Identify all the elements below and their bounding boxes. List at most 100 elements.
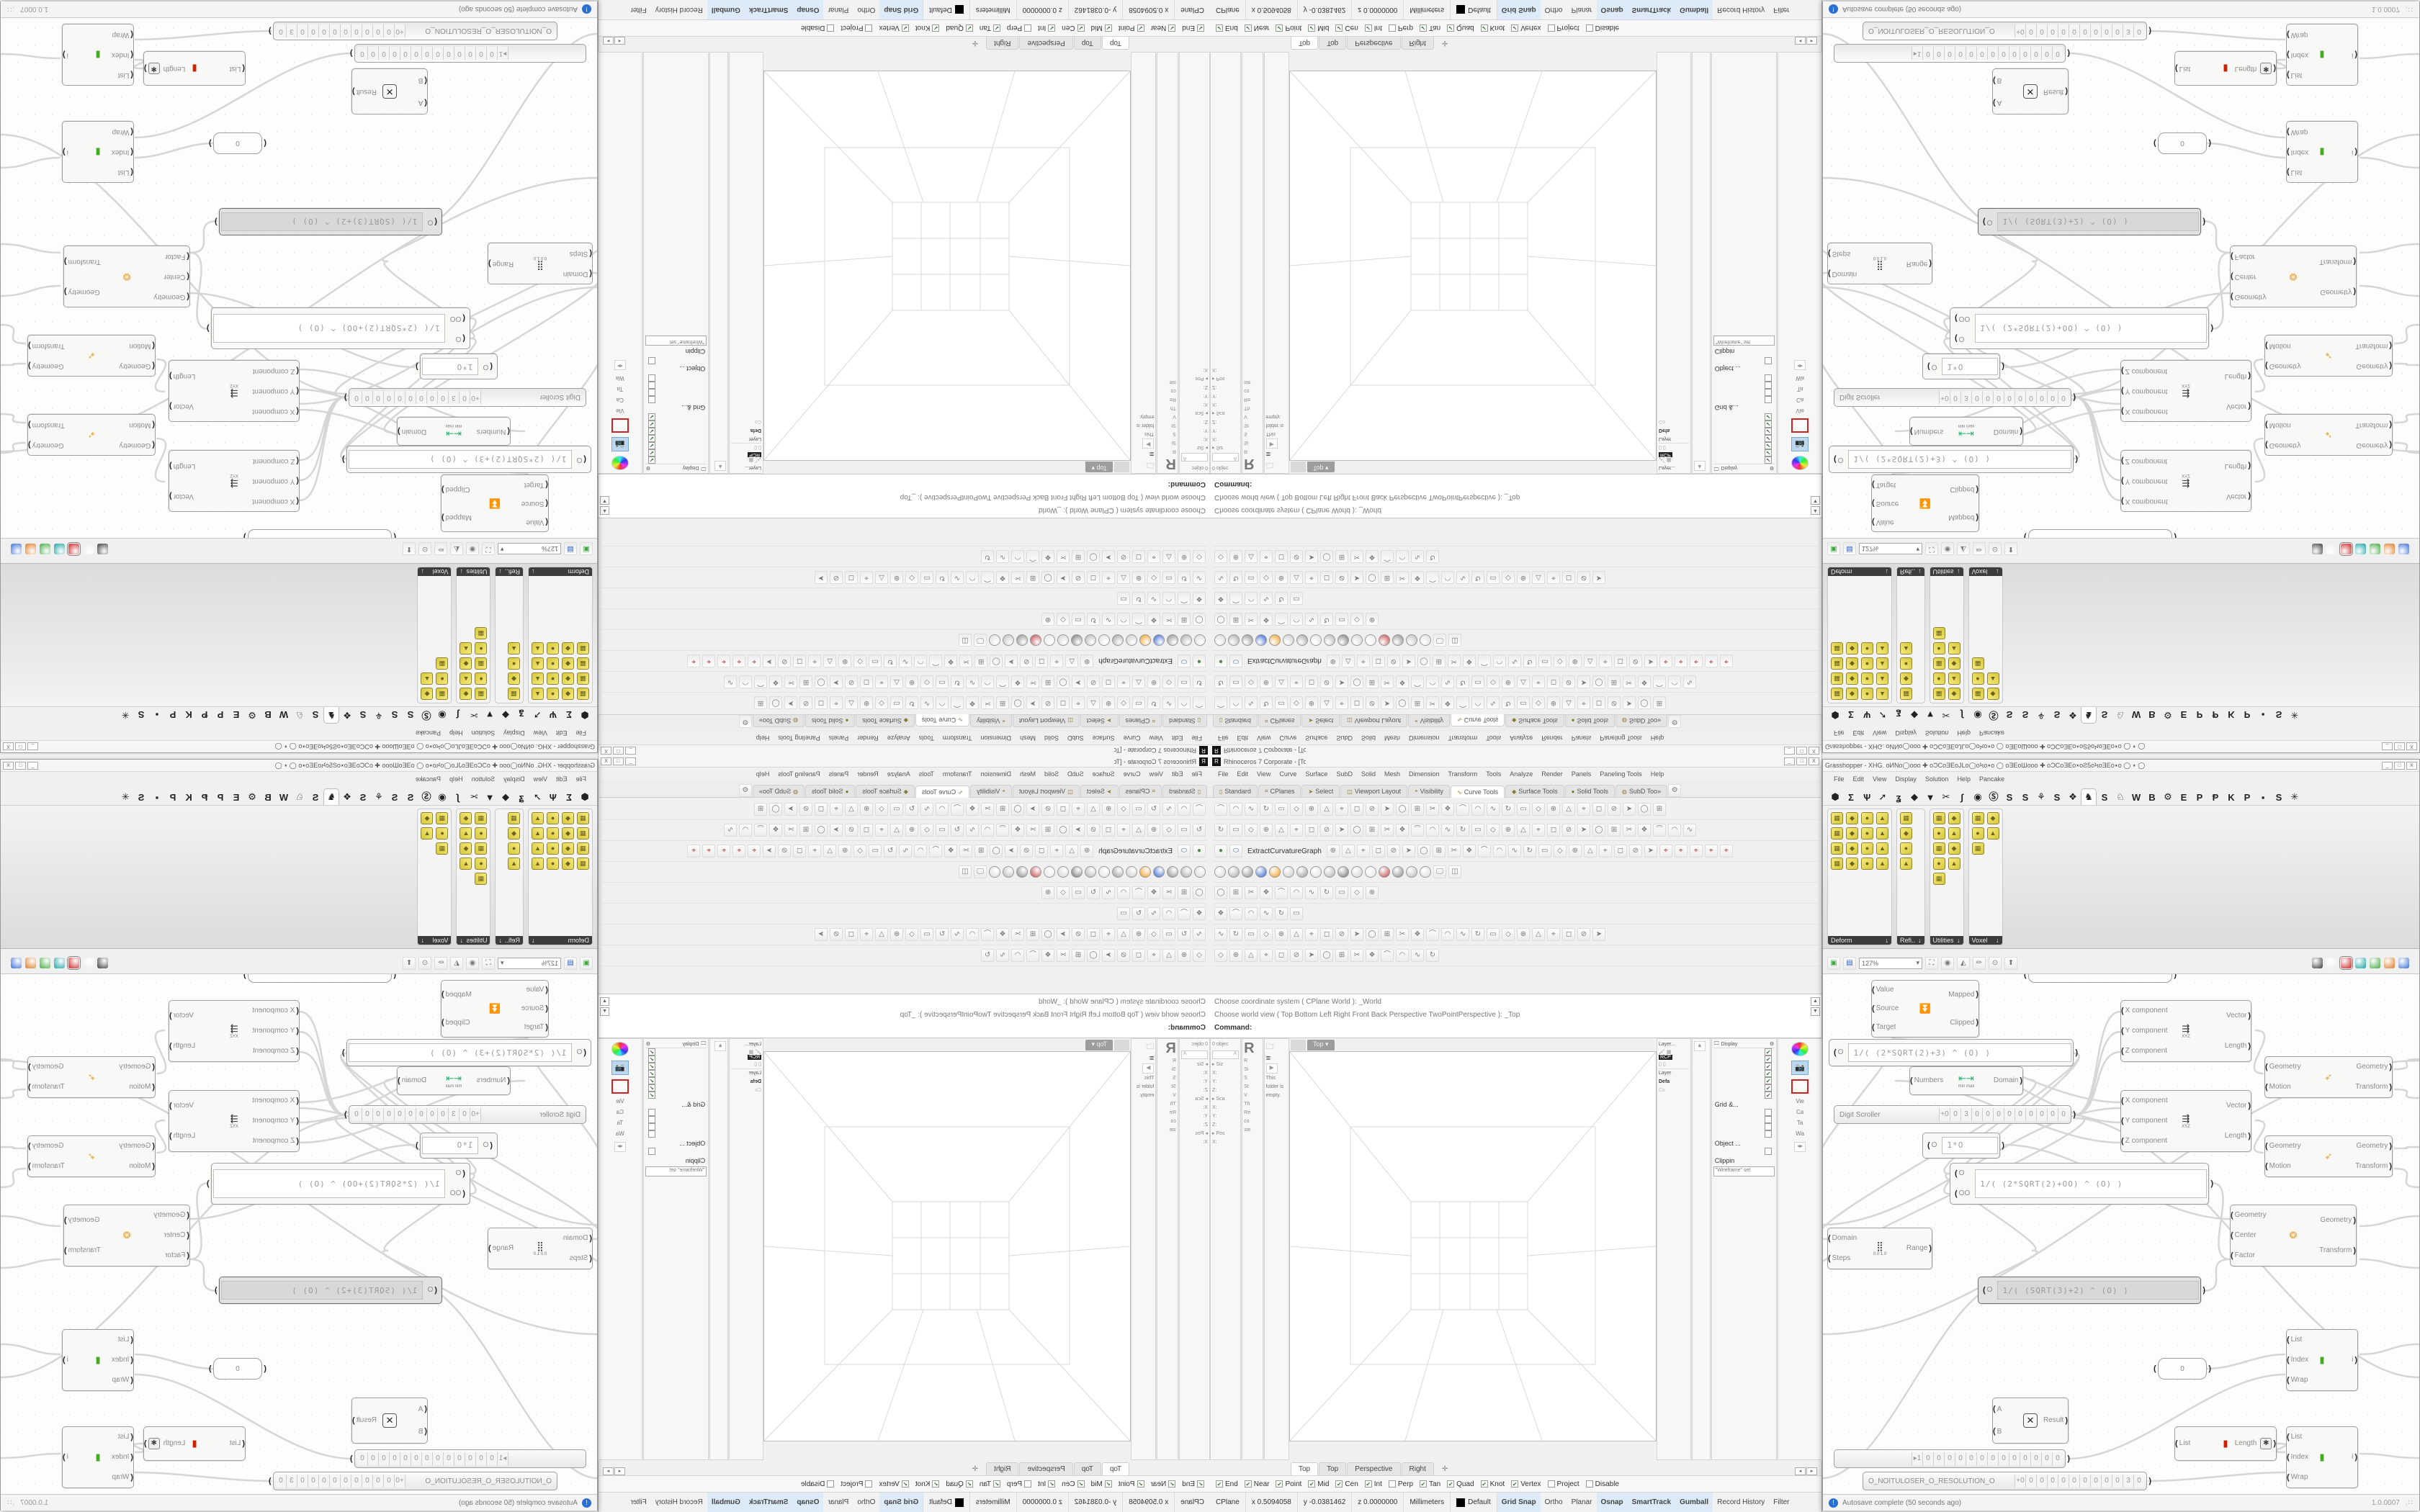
input-port[interactable]: (O — [1955, 335, 1970, 343]
output-port[interactable]: Vector) — [169, 402, 194, 411]
gh-category-tab-16[interactable]: ♞ — [323, 707, 339, 724]
osnap-quad[interactable]: ✔ Quad — [946, 24, 973, 32]
toolbar-icon[interactable]: ⊘ — [1320, 824, 1333, 837]
scroller-digit[interactable]: 0 — [384, 24, 395, 37]
toolbar-icon[interactable]: ◠ — [1162, 907, 1175, 920]
menu-render[interactable]: Render — [857, 770, 879, 778]
preview-gem-icon[interactable] — [2355, 544, 2366, 554]
gh-digit-scroller[interactable]: ▸1 0 0 0 0 0 0 0 0 0 0 0 0 0) — [350, 1449, 586, 1468]
component-icon[interactable]: ▦ — [1831, 842, 1843, 855]
component-icon[interactable]: ▦ — [1932, 627, 1945, 639]
input-port[interactable]: (List — [2287, 71, 2316, 80]
toolbar-icon[interactable]: ◻ — [1592, 803, 1605, 816]
box-icon[interactable]: ◫ — [959, 634, 972, 647]
display-mode-icon[interactable] — [1269, 866, 1281, 878]
toolbar-icon[interactable]: △ — [1117, 571, 1130, 584]
toolbar-icon[interactable]: ⊕ — [838, 654, 852, 667]
component-icon[interactable]: ▲ — [1900, 858, 1912, 870]
checkbox[interactable] — [1765, 382, 1773, 389]
component-icon[interactable]: ● — [547, 827, 559, 840]
display-mode-icon[interactable] — [1071, 866, 1083, 878]
toolbar-icon[interactable]: ❖ — [1260, 886, 1273, 899]
toolbar-icon[interactable]: ⊞ — [1178, 613, 1191, 626]
scroller-digit[interactable]: 3 — [449, 1108, 460, 1121]
input-port[interactable]: (Geometry — [2231, 293, 2287, 302]
checkbox[interactable]: ✔ — [1364, 1480, 1372, 1488]
component-icon[interactable]: ● — [1971, 827, 1984, 840]
gh-canvas[interactable]: ()(Value(Source(Target ⏬ Mapped) Clipped)(O… — [1823, 974, 2419, 1494]
osnap-near[interactable]: ✔ Near — [1244, 1480, 1269, 1488]
input-port[interactable]: (List — [104, 71, 133, 80]
toolbar-icon[interactable]: ⌖ — [1102, 928, 1115, 941]
toolbar-icon[interactable]: ⌖ — [1547, 928, 1560, 941]
expand-button[interactable]: ▶ — [1265, 438, 1278, 449]
checkbox[interactable] — [1024, 1480, 1032, 1488]
toolbar-icon[interactable]: ▭ — [936, 824, 949, 837]
component-icon[interactable]: ▦ — [436, 812, 449, 824]
status-toggle-osnap[interactable]: Osnap — [792, 0, 824, 19]
toolbar-icon[interactable]: ◻ — [1613, 845, 1627, 858]
gh-menu-file[interactable]: File — [575, 775, 586, 783]
toolbar-icon[interactable]: ◇ — [920, 824, 933, 837]
display-mode-icon[interactable] — [1214, 634, 1226, 646]
component-icon[interactable]: ▦ — [1900, 688, 1912, 700]
toolbar-icon[interactable]: ↻ — [884, 654, 897, 667]
gh-category-tab-21[interactable]: ⚙ — [2164, 791, 2172, 802]
toolbar-icon[interactable]: ⌒ — [1275, 886, 1288, 899]
window-maximize-button[interactable]: □ — [2394, 761, 2405, 770]
checkbox[interactable] — [1547, 24, 1555, 32]
zoom-dropdown[interactable]: 127% ▾ — [1859, 543, 1922, 555]
component-icon[interactable]: ▦ — [577, 642, 589, 654]
toolbar-icon[interactable]: ∿ — [996, 550, 1009, 563]
rhino-command-area[interactable]: Choose coordinate system ( CPlane World … — [599, 994, 1210, 1038]
status-toggle-smarttrack[interactable]: SmartTrack — [744, 0, 793, 19]
input-port[interactable]: (Motion — [98, 1162, 155, 1171]
toolbar-tab-subdtoo[interactable]: ◍ SubD Too» — [752, 785, 805, 797]
checkbox[interactable]: ✔ — [1244, 1480, 1252, 1488]
checkbox[interactable] — [647, 1123, 655, 1130]
toolbar-icon[interactable]: ⌖ — [1305, 928, 1318, 941]
gh-category-tab-12[interactable]: S — [2022, 709, 2029, 720]
scroller-digit[interactable]: 0 — [390, 47, 400, 60]
gh-node-range[interactable]: (Domain(Steps ⣿ 0.0 1.0 Range) — [1827, 243, 1932, 284]
preview-gem-icon[interactable] — [2384, 544, 2395, 554]
gh-category-tab-22[interactable]: E — [233, 792, 240, 803]
toolbar-icon[interactable]: ⌖ — [1577, 803, 1590, 816]
output-port[interactable]: Clipped) — [1950, 1019, 1978, 1027]
checkbox[interactable] — [827, 24, 835, 32]
display-mode-icon[interactable] — [1139, 634, 1151, 646]
expand-button[interactable]: ▶ — [1142, 1063, 1155, 1074]
checkbox[interactable] — [647, 389, 655, 396]
toolbar-icon[interactable]: ∿ — [1411, 949, 1424, 962]
gh-category-tab-13[interactable]: ⚘ — [2037, 791, 2045, 802]
toolbar-tab-curvetools[interactable]: ∿ Curve Tools — [1451, 714, 1505, 726]
input-port[interactable]: (Numbers — [465, 1076, 510, 1085]
component-icon[interactable]: ▦ — [577, 657, 589, 670]
menu-analyze[interactable]: Analyze — [1510, 770, 1533, 778]
menu-curve[interactable]: Curve — [1279, 734, 1297, 742]
input-port[interactable]: (O — [577, 1048, 586, 1057]
toolbar-icon[interactable]: ➤ — [763, 654, 776, 667]
input-port[interactable]: (Motion — [98, 1083, 155, 1092]
toolbar-icon[interactable]: ◇ — [1214, 550, 1227, 563]
checkbox[interactable] — [1388, 24, 1396, 32]
window-maximize-button[interactable]: □ — [613, 747, 624, 755]
toolbar-icon[interactable]: ◻ — [1371, 654, 1385, 667]
display-mode-icon[interactable] — [1044, 866, 1055, 878]
red-frame-icon[interactable] — [1791, 418, 1809, 433]
toolbar-icon[interactable]: ⊘ — [1072, 928, 1085, 941]
toolbar-icon[interactable]: ⌒ — [1411, 824, 1424, 837]
palette-group-footer[interactable]: Refi.. ↓ — [496, 567, 523, 576]
checkbox[interactable] — [1765, 1116, 1773, 1123]
gh-category-tab-23[interactable]: P — [2196, 709, 2203, 720]
component-icon[interactable]: ▲ — [532, 688, 544, 700]
component-icon[interactable]: ▲ — [532, 642, 544, 654]
status-field-1[interactable]: x 0.5094058 — [1122, 1493, 1175, 1512]
palette-group-footer[interactable]: Voxel ↓ — [1968, 567, 2002, 576]
toolbar-icon[interactable]: ⌖ — [1356, 654, 1370, 667]
output-port[interactable]: Range) — [1906, 260, 1932, 269]
monitor-icon[interactable]: 🖵 — [974, 634, 987, 647]
toolbar-icon[interactable]: ⌒ — [1456, 803, 1469, 816]
toolbar-icon[interactable]: ◇ — [1147, 928, 1160, 941]
menu-surface[interactable]: Surface — [1305, 770, 1328, 778]
